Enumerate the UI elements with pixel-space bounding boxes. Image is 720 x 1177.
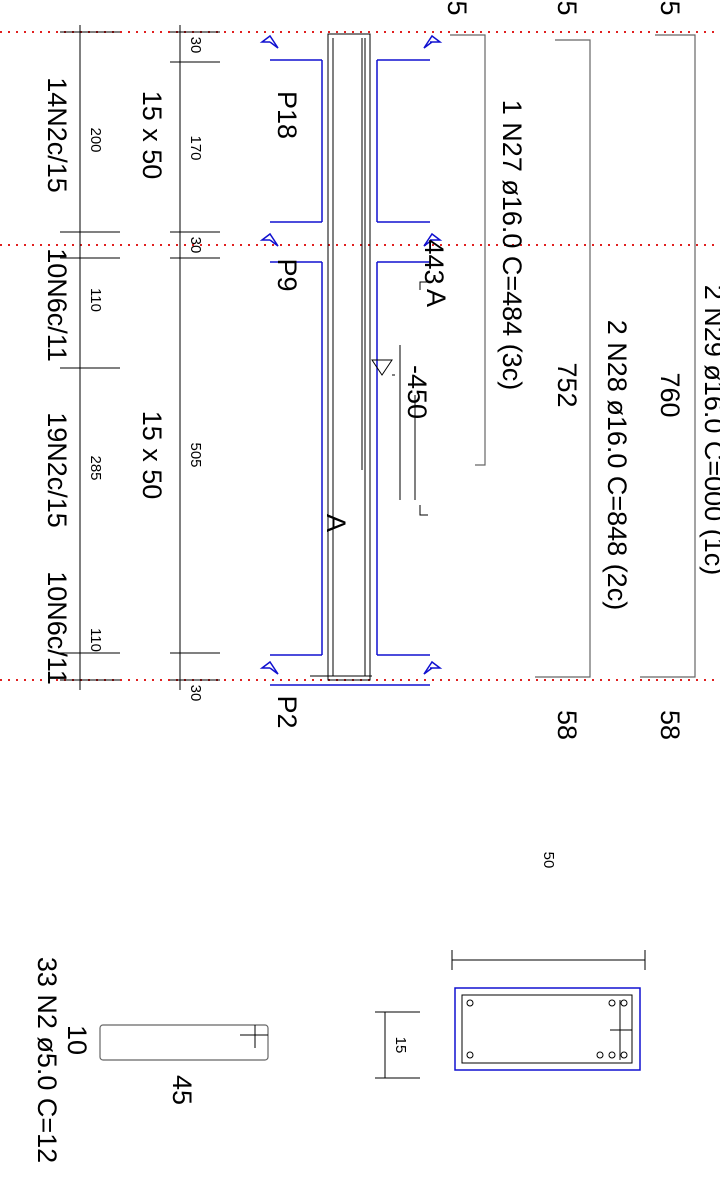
bar-length: 443: [419, 239, 449, 284]
edge-mark: 5: [552, 0, 582, 15]
stirrup-detail-label: 33 N2 ø5.0 C=12: [32, 957, 62, 1163]
support-width: 30: [187, 685, 204, 702]
section-width: 50: [540, 852, 557, 869]
support-label: P18: [272, 91, 302, 139]
section-mark: A: [321, 514, 351, 532]
bar-hook: 58: [552, 710, 582, 740]
bar-lines: [419, 34, 696, 678]
section-mark: A: [421, 289, 451, 307]
stirrup-span: 110: [87, 288, 104, 312]
stirrup-label: 10N6c/11: [42, 248, 72, 362]
stirrup-span: 110: [87, 628, 104, 652]
support-width: 30: [187, 237, 204, 254]
bar-label: 2 N29 ø16.0 C=000 (1c): [699, 285, 720, 575]
bar-length: 760: [655, 372, 685, 417]
bar-length: 752: [552, 362, 582, 407]
stirrup-span: 285: [87, 455, 104, 480]
stirrup-label: 19N2c/15: [42, 412, 72, 528]
labels: 5 5 5 14N2c/15 10N6c/11 19N2c/15 10N6c/11 200 11…: [32, 0, 720, 1163]
dimension-lines: [60, 25, 220, 690]
span-label: 170: [187, 135, 204, 160]
section-label: 15 x 50: [137, 91, 167, 180]
stirrup-span: 200: [87, 127, 104, 152]
stirrup-width: 45: [167, 1075, 197, 1105]
bar-hook: 58: [655, 710, 685, 740]
stirrup-label: 14N2c/15: [42, 77, 72, 193]
edge-mark: 5: [442, 0, 472, 15]
bar-label: 1 N27 ø16.0 C=484 (3c): [497, 100, 527, 390]
support-width: 30: [187, 37, 204, 54]
section-label: 15 x 50: [137, 411, 167, 500]
span-label: 505: [187, 442, 204, 467]
stirrup-height: 10: [62, 1025, 92, 1055]
beam: [259, 33, 443, 686]
level-label: -450: [402, 365, 432, 419]
support-label: P9: [272, 258, 302, 291]
bar-label: 2 N28 ø16.0 C=848 (2c): [602, 320, 632, 610]
stirrup-label: 10N6c/11: [42, 571, 72, 685]
edge-mark: 5: [655, 0, 685, 15]
section: [99, 950, 646, 1079]
section-height: 15: [392, 1037, 409, 1054]
support-label: P2: [272, 695, 302, 728]
